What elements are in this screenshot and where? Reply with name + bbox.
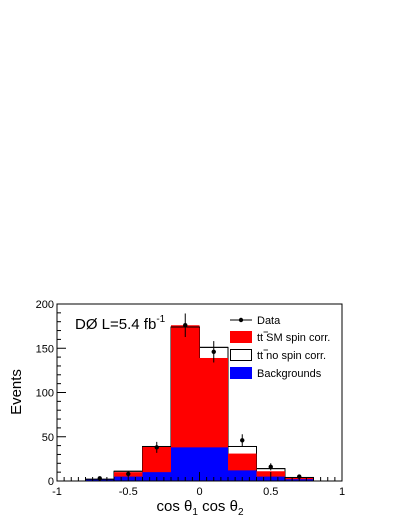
data-point: [183, 323, 188, 328]
legend-label: Data: [257, 315, 281, 327]
x-tick-label: 0.5: [263, 486, 278, 498]
background-bar: [142, 472, 171, 481]
legend-label: tt no spin corr.: [257, 350, 326, 362]
legend-label: tt SM spin corr.: [257, 332, 330, 344]
data-point: [211, 349, 216, 354]
y-tick-label: 100: [36, 388, 54, 400]
x-axis-title: cos θ1 cos θ2: [156, 498, 243, 518]
data-point: [240, 438, 245, 443]
x-tick-label: 0: [196, 486, 202, 498]
legend-label-tt: tt: [257, 350, 263, 362]
background-bar: [199, 447, 228, 481]
x-axis-title-part2: cos θ: [198, 498, 238, 515]
y-axis-title: Events: [8, 369, 25, 415]
experiment-label-main: DØ L=5.4 fb: [75, 316, 156, 333]
x-tick-label: -1: [52, 486, 62, 498]
y-tick-label: 50: [42, 432, 54, 444]
legend-swatch: [230, 331, 252, 343]
legend-label-rest: SM spin corr.: [263, 332, 330, 344]
legend-swatch: [230, 367, 252, 379]
y-tick-label: 150: [36, 343, 54, 355]
data-point: [154, 445, 159, 450]
background-bar: [171, 447, 200, 481]
legend-swatch-outline: [230, 349, 252, 361]
legend-label-rest: no spin corr.: [263, 350, 326, 362]
experiment-label-sup: -1: [156, 314, 165, 325]
histogram-bars: [85, 325, 314, 482]
experiment-label: DØ L=5.4 fb-1: [75, 314, 166, 333]
axis-ticks: -1 -0.5 0 0.5 1 0 50 100 150 200: [36, 299, 345, 498]
background-bar: [228, 470, 257, 481]
x-axis-title-part1: cos θ: [156, 498, 192, 515]
legend-label-tt: tt: [257, 332, 263, 344]
data-point: [268, 464, 273, 470]
x-axis-title-sub2: 2: [238, 507, 244, 518]
data-point: [297, 474, 302, 479]
legend-label: Backgrounds: [257, 368, 322, 380]
x-tick-label: 1: [339, 486, 345, 498]
legend-data-marker: [238, 317, 244, 323]
x-axis-title-sub1: 1: [192, 507, 198, 518]
y-tick-label: 200: [36, 299, 54, 311]
y-tick-label: 0: [48, 476, 54, 488]
data-points: [97, 313, 302, 481]
x-tick-label: -0.5: [119, 486, 138, 498]
